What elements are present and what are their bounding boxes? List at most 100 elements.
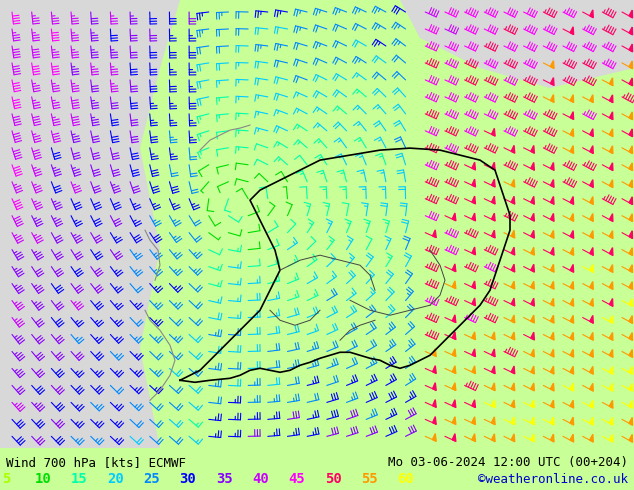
Polygon shape bbox=[629, 78, 633, 86]
Polygon shape bbox=[570, 214, 574, 221]
Polygon shape bbox=[531, 264, 534, 272]
Polygon shape bbox=[531, 417, 534, 425]
Polygon shape bbox=[590, 349, 593, 357]
Polygon shape bbox=[590, 10, 593, 18]
Polygon shape bbox=[452, 416, 456, 424]
Polygon shape bbox=[432, 349, 436, 356]
Polygon shape bbox=[432, 434, 436, 441]
Polygon shape bbox=[531, 213, 534, 221]
Polygon shape bbox=[570, 400, 574, 408]
Polygon shape bbox=[531, 434, 534, 441]
Polygon shape bbox=[550, 196, 554, 204]
Polygon shape bbox=[629, 231, 633, 239]
Polygon shape bbox=[590, 400, 593, 408]
Polygon shape bbox=[629, 417, 633, 425]
Polygon shape bbox=[629, 298, 633, 306]
Polygon shape bbox=[590, 367, 593, 374]
Polygon shape bbox=[629, 435, 633, 442]
Polygon shape bbox=[511, 146, 515, 153]
Polygon shape bbox=[550, 332, 554, 340]
Polygon shape bbox=[609, 247, 613, 255]
Polygon shape bbox=[570, 247, 574, 255]
Polygon shape bbox=[432, 416, 436, 424]
Polygon shape bbox=[491, 128, 495, 136]
Polygon shape bbox=[511, 400, 515, 408]
Polygon shape bbox=[550, 383, 554, 391]
Polygon shape bbox=[609, 180, 613, 188]
Polygon shape bbox=[629, 27, 633, 35]
Polygon shape bbox=[590, 95, 593, 102]
Polygon shape bbox=[590, 146, 593, 153]
Polygon shape bbox=[629, 129, 633, 137]
Polygon shape bbox=[550, 281, 554, 289]
Polygon shape bbox=[570, 265, 574, 272]
Polygon shape bbox=[570, 349, 574, 357]
Polygon shape bbox=[491, 213, 495, 221]
Polygon shape bbox=[472, 434, 476, 441]
Polygon shape bbox=[531, 383, 534, 391]
Polygon shape bbox=[629, 384, 633, 391]
Polygon shape bbox=[609, 333, 613, 340]
Polygon shape bbox=[609, 214, 613, 221]
Polygon shape bbox=[491, 332, 495, 340]
Polygon shape bbox=[590, 417, 593, 425]
Polygon shape bbox=[609, 265, 613, 272]
Polygon shape bbox=[511, 315, 515, 323]
Polygon shape bbox=[511, 383, 515, 391]
Polygon shape bbox=[609, 163, 613, 171]
Polygon shape bbox=[491, 366, 495, 373]
Polygon shape bbox=[550, 349, 554, 357]
Polygon shape bbox=[400, 0, 634, 88]
Polygon shape bbox=[531, 281, 534, 289]
Polygon shape bbox=[629, 400, 633, 408]
Text: 35: 35 bbox=[216, 472, 233, 486]
Polygon shape bbox=[550, 400, 554, 408]
Polygon shape bbox=[511, 247, 515, 255]
Text: 20: 20 bbox=[107, 472, 124, 486]
Polygon shape bbox=[590, 332, 593, 340]
Polygon shape bbox=[590, 298, 593, 306]
Polygon shape bbox=[609, 95, 613, 102]
Polygon shape bbox=[590, 265, 593, 272]
Polygon shape bbox=[452, 434, 456, 441]
Text: 10: 10 bbox=[34, 472, 51, 486]
Polygon shape bbox=[629, 112, 633, 120]
Polygon shape bbox=[550, 77, 554, 85]
Polygon shape bbox=[472, 179, 476, 187]
Polygon shape bbox=[452, 281, 456, 289]
Polygon shape bbox=[590, 434, 593, 442]
Polygon shape bbox=[609, 146, 613, 153]
Polygon shape bbox=[609, 298, 613, 306]
Polygon shape bbox=[491, 417, 495, 424]
Polygon shape bbox=[472, 162, 476, 170]
Text: 60: 60 bbox=[398, 472, 414, 486]
Polygon shape bbox=[590, 316, 593, 323]
Polygon shape bbox=[590, 247, 593, 255]
Polygon shape bbox=[550, 179, 554, 187]
Polygon shape bbox=[491, 349, 495, 357]
Polygon shape bbox=[452, 315, 456, 322]
Polygon shape bbox=[609, 78, 613, 86]
Polygon shape bbox=[550, 434, 554, 442]
Polygon shape bbox=[531, 315, 534, 323]
Polygon shape bbox=[491, 162, 495, 170]
Text: 40: 40 bbox=[252, 472, 269, 486]
Polygon shape bbox=[629, 197, 633, 204]
Text: Mo 03-06-2024 12:00 UTC (00+204): Mo 03-06-2024 12:00 UTC (00+204) bbox=[387, 456, 628, 469]
Polygon shape bbox=[609, 129, 613, 137]
Polygon shape bbox=[531, 332, 534, 340]
Polygon shape bbox=[570, 112, 574, 120]
Polygon shape bbox=[609, 316, 613, 323]
Polygon shape bbox=[590, 383, 593, 391]
Polygon shape bbox=[491, 383, 495, 391]
Polygon shape bbox=[570, 230, 574, 238]
Polygon shape bbox=[629, 265, 633, 272]
Polygon shape bbox=[511, 366, 515, 374]
Polygon shape bbox=[472, 400, 476, 408]
Polygon shape bbox=[629, 44, 633, 52]
Polygon shape bbox=[570, 434, 574, 442]
Polygon shape bbox=[609, 400, 613, 408]
Polygon shape bbox=[590, 281, 593, 289]
Polygon shape bbox=[570, 332, 574, 340]
Polygon shape bbox=[472, 417, 476, 424]
